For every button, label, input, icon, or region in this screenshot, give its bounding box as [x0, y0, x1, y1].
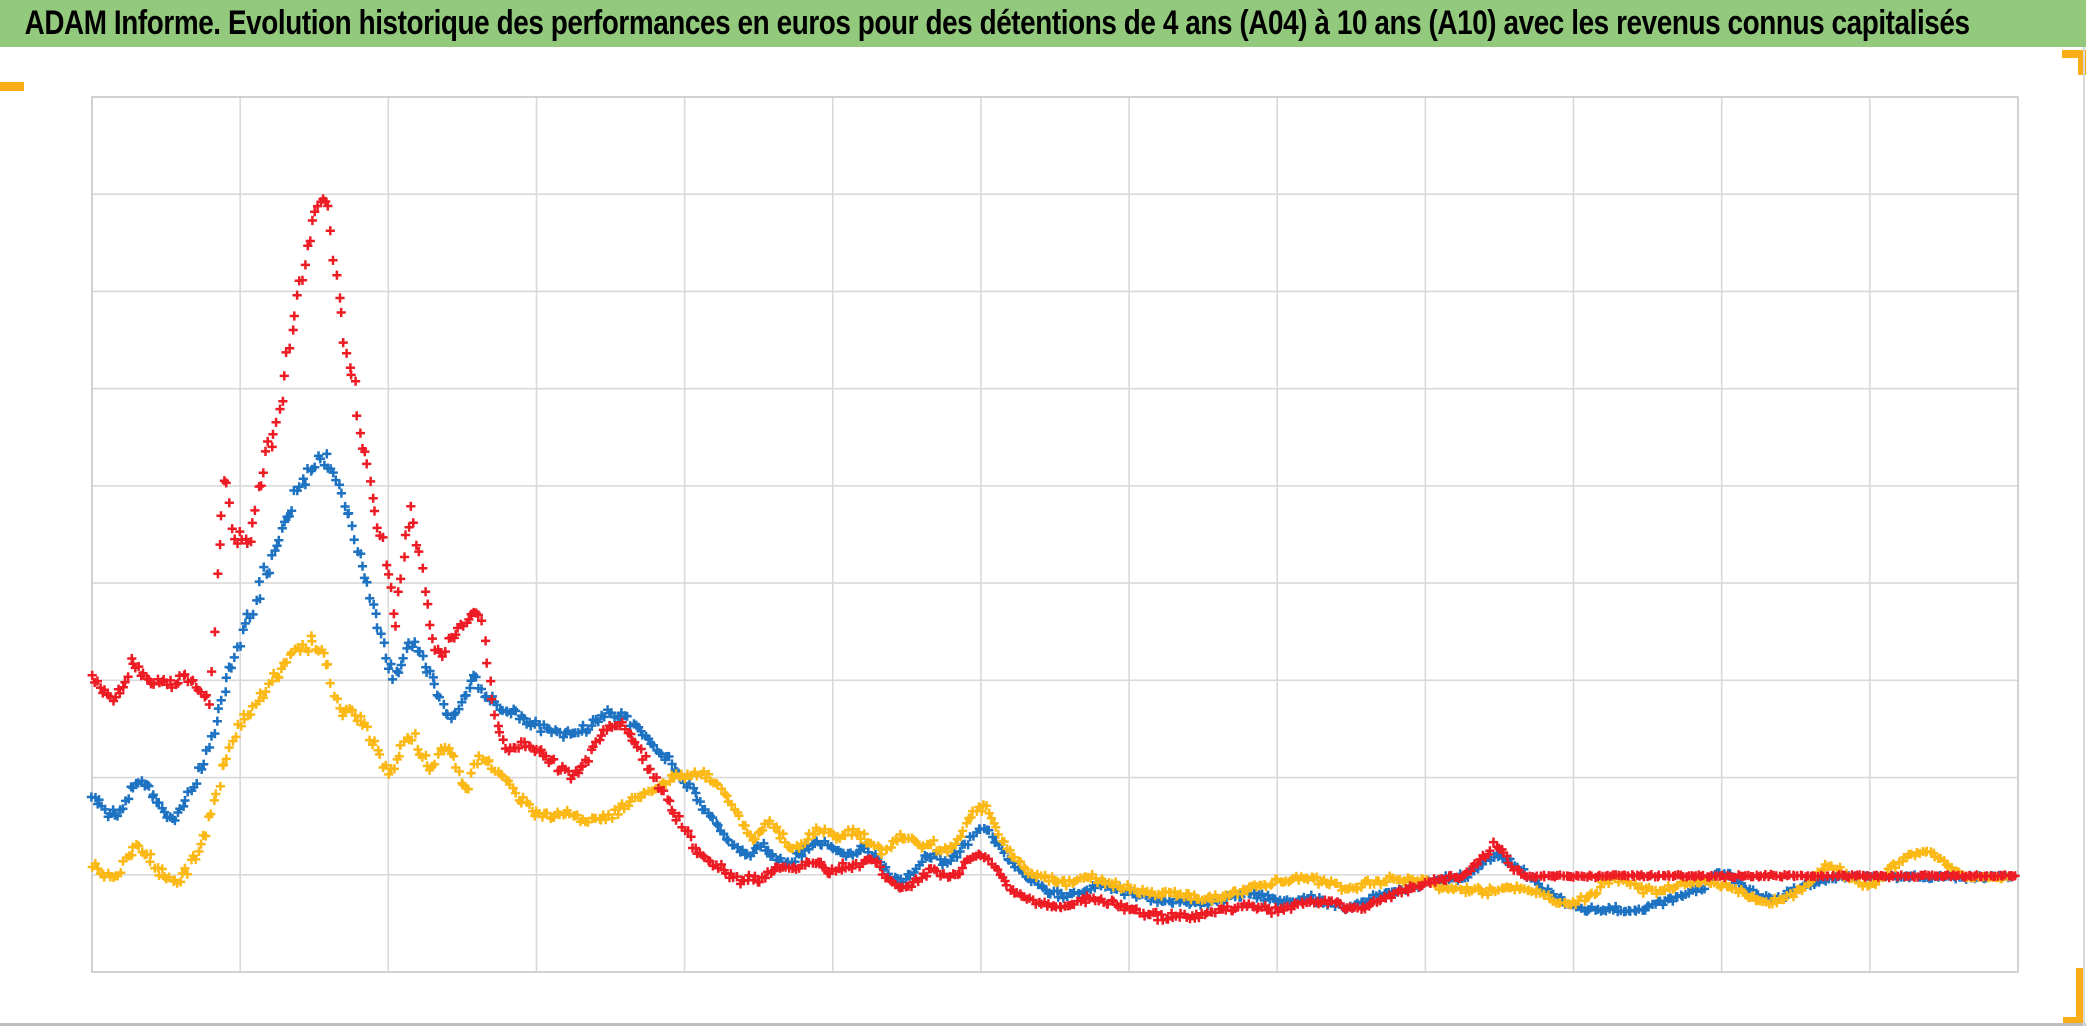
- chart-title: ADAM Informe. Evolution historique des p…: [24, 4, 1970, 42]
- window-right-edge: [2083, 47, 2085, 1026]
- window-bottom-divider: [0, 1023, 2086, 1026]
- series-red: [87, 194, 2020, 925]
- selection-handle-top-left[interactable]: [0, 82, 24, 91]
- series-yellow: [87, 631, 2013, 910]
- selection-handle-top-right[interactable]: [2062, 50, 2086, 58]
- selection-handle-bottom-right-arm[interactable]: [2063, 1017, 2083, 1025]
- selection-handle-bottom-right[interactable]: [2076, 968, 2083, 1025]
- series-blue: [86, 449, 2016, 917]
- plot-border: [91, 96, 2019, 973]
- chart-title-bar: ADAM Informe. Evolution historique des p…: [0, 0, 2086, 47]
- selection-handle-top-right-arm[interactable]: [2078, 50, 2086, 75]
